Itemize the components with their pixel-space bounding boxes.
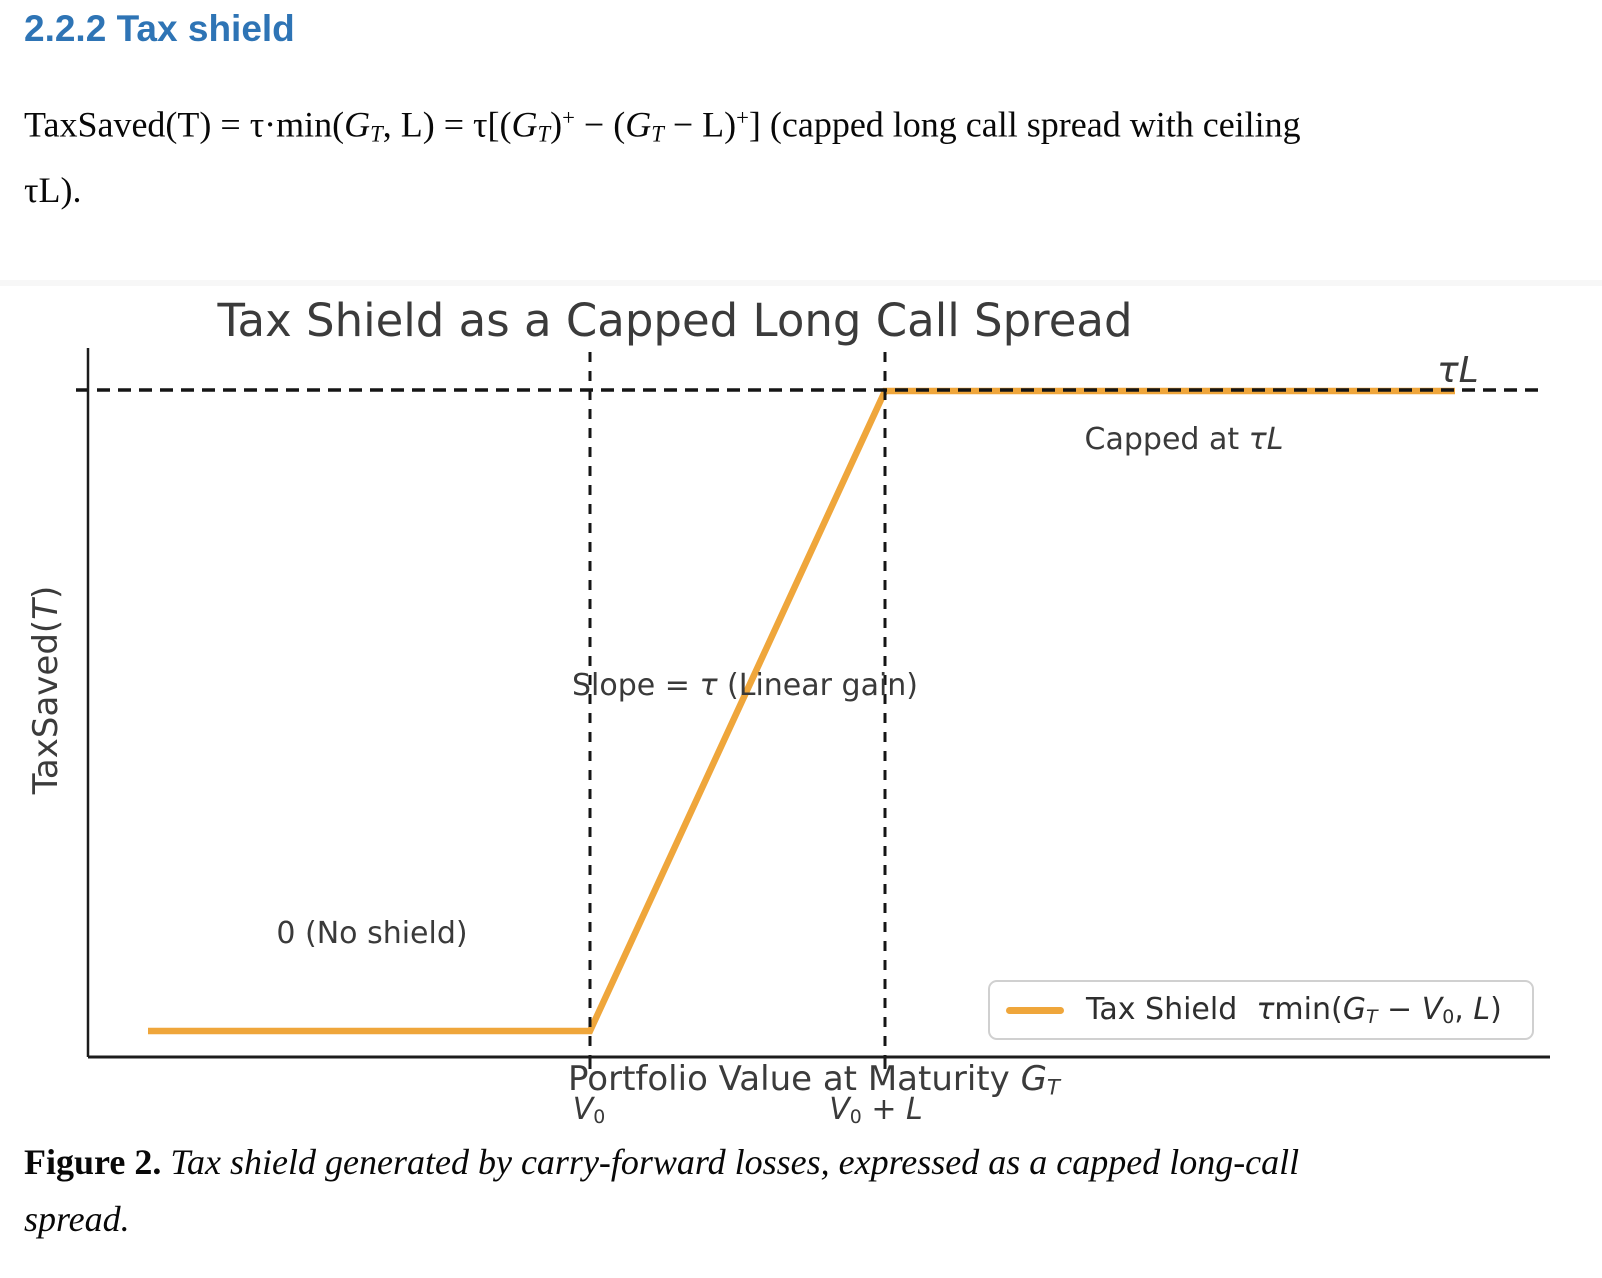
legend-label-text: − — [1377, 991, 1422, 1027]
formula-sup-plus: + — [736, 105, 749, 130]
legend-line-swatch — [1006, 1006, 1064, 1014]
formula-sup-plus: + — [562, 105, 575, 130]
caption-text: spread. — [24, 1199, 130, 1239]
capped-annotation-text: Capped at — [1084, 422, 1249, 457]
x-axis-sub-T: T — [1046, 1075, 1060, 1101]
legend-sub-T: T — [1365, 1006, 1378, 1029]
x-axis-label: Portfolio Value at Maturity GT — [568, 1059, 1060, 1101]
caption-text: Tax shield generated by carry-forward lo… — [161, 1142, 1300, 1182]
figure-caption: Figure 2. Tax shield generated by carry-… — [24, 1134, 1564, 1248]
x-tick-label-v0: V0 — [573, 1092, 606, 1128]
x-tick-label-v0-plus-l: V0 + L — [829, 1092, 923, 1128]
tau-l-label: τL — [1437, 350, 1479, 391]
formula-segment: ) — [550, 104, 563, 145]
y-axis-label-text: TaxSaved( — [26, 619, 66, 795]
formula-segment: ] (capped long call spread with ceiling — [748, 104, 1301, 145]
formula-var-G: G — [344, 104, 371, 145]
legend-box: Tax Shield τmin(GT − V0, L) — [988, 980, 1534, 1040]
slope-annotation: Slope = τ (Linear gain) — [572, 668, 918, 703]
figure-chart: Tax Shield as a Capped Long Call Spread … — [0, 280, 1602, 1128]
y-axis-label: TaxSaved(T) — [26, 586, 66, 794]
formula-sub-T: T — [370, 121, 383, 147]
formula-sub-T: T — [537, 121, 551, 147]
formula-sub-T: T — [651, 121, 664, 147]
slope-annotation-text: Slope = — [571, 668, 700, 703]
formula-var-G: G — [511, 104, 538, 145]
formula-segment: , L) = τ[( — [382, 104, 512, 145]
chart-title: Tax Shield as a Capped Long Call Spread — [217, 294, 1133, 347]
capped-annotation: Capped at τL — [1085, 422, 1284, 457]
zero-annotation: 0 (No shield) — [276, 916, 468, 951]
tick-var-V: V — [829, 1092, 850, 1127]
x-axis-var-G: G — [1020, 1059, 1047, 1099]
legend-label-text: Tax Shield — [1086, 991, 1257, 1027]
slope-annotation-text: (Linear gain) — [717, 668, 919, 703]
formula-segment: TaxSaved(T) = τ·min( — [24, 104, 345, 145]
section-heading: 2.2.2 Tax shield — [24, 8, 295, 49]
legend-sub-0: 0 — [1442, 1006, 1455, 1029]
caption-label: Figure 2. — [24, 1142, 162, 1182]
figure-top-edge — [0, 280, 1602, 286]
capped-annotation-tau: τL — [1248, 422, 1284, 457]
legend-label-text: , — [1454, 991, 1474, 1027]
legend-label-text: min( — [1274, 991, 1343, 1027]
formula-segment: τL). — [24, 170, 82, 211]
legend-label: Tax Shield τmin(GT − V0, L) — [1086, 992, 1502, 1028]
formula-segment: − L) — [663, 104, 737, 145]
formula-segment: − ( — [574, 104, 626, 145]
plot-canvas — [76, 348, 1550, 1069]
tick-plus: + — [861, 1092, 907, 1127]
formula-var-G: G — [625, 104, 652, 145]
tick-sub-0: 0 — [849, 1106, 862, 1129]
x-axis-label-text: Portfolio Value at Maturity — [568, 1059, 1021, 1099]
tick-var-L: L — [906, 1092, 923, 1127]
legend-var-V: V — [1421, 991, 1443, 1027]
y-axis-label-text: ) — [26, 585, 66, 600]
legend-label-text: ) — [1490, 991, 1502, 1027]
legend-var-L: L — [1473, 991, 1491, 1027]
slope-annotation-tau: τ — [699, 668, 718, 703]
y-axis-var-T: T — [26, 599, 66, 620]
formula-paragraph: TaxSaved(T) = τ·min(GT, L) = τ[(GT)+ − (… — [24, 90, 1569, 218]
tick-sub-0: 0 — [593, 1106, 606, 1129]
legend-var-G: G — [1342, 991, 1366, 1027]
legend-label-tau: τ — [1256, 991, 1275, 1027]
tick-var-V: V — [572, 1092, 594, 1127]
